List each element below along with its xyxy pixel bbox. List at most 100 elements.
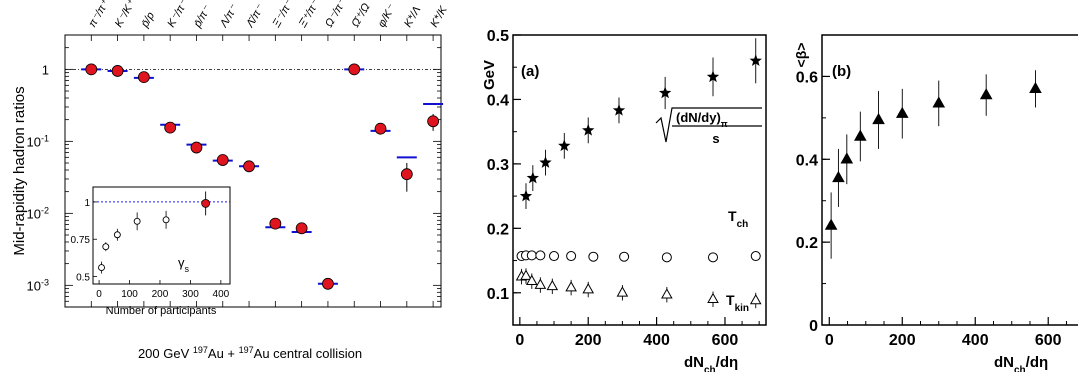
tch-point (619, 251, 630, 262)
star-point (519, 189, 533, 202)
tkin-point (520, 269, 532, 280)
inset-x-tick-label: 200 (152, 289, 169, 300)
y-tick-label: 0.2 (796, 235, 818, 252)
x-tick-label: 0 (825, 332, 834, 349)
tch-point (566, 251, 577, 262)
y-tick-label: 0.3 (487, 157, 509, 174)
data-point (243, 160, 255, 173)
data-point (216, 154, 229, 166)
inset-y-tick-label: 0.5 (76, 273, 90, 284)
tch-label: Tch (728, 208, 748, 230)
y-tick-label: 0.6 (796, 69, 818, 86)
tkin-point (749, 293, 762, 305)
x-tick-label: 400 (962, 332, 989, 349)
tch-point (661, 252, 672, 263)
data-point (374, 122, 387, 135)
ratios-category-label: K*/K (428, 4, 450, 30)
inset-x-tick-label: 400 (213, 289, 230, 300)
beta-point (1029, 81, 1042, 94)
ratios-data-points (85, 63, 440, 290)
tkin-point (546, 279, 559, 291)
star-point (658, 86, 672, 99)
data-point (164, 121, 177, 134)
inset-x-tick-label: 300 (182, 289, 199, 300)
temperature-x-axis-label: dNch/dη (684, 354, 738, 372)
temperature-y-axis-label: GeV (481, 60, 498, 90)
ratios-category-label: π⁻/π⁺ (86, 0, 112, 30)
x-tick-label: 200 (575, 332, 602, 349)
beta-point (872, 112, 885, 125)
star-point (526, 171, 540, 184)
star-point (706, 70, 720, 83)
star-point (612, 103, 626, 116)
ratios-category-label: K⁻/K⁺ (113, 0, 139, 30)
inset-gamma-label: γs (178, 255, 190, 274)
star-point (582, 123, 595, 136)
tkin-point (616, 286, 629, 297)
ratios-category-label: Λ/π⁻ (217, 2, 240, 30)
x-tick-label: 400 (643, 332, 670, 349)
ratios-category-label: Ω⁻/π⁻ (323, 0, 349, 30)
tkin-point (661, 288, 673, 299)
ratios-category-label: Ω̄⁺/Ω (349, 1, 372, 29)
ratios-category-label: K⁻/π⁻ (165, 0, 191, 30)
star-point (539, 156, 552, 168)
y-tick-label: 0.4 (796, 152, 818, 169)
data-point (269, 217, 282, 230)
ratios-y-ticks: 1 10-1 10-2 10-3 (27, 34, 441, 308)
formula-numerator: (dN/dy)π (676, 110, 728, 129)
tkin-point (582, 283, 595, 294)
data-point (322, 277, 334, 290)
temperature-plot-frame (512, 34, 767, 326)
flow-y-ticks: 0 0.2 0.4 0.6 (796, 34, 830, 335)
sqrt-radical (655, 107, 762, 143)
flow-y-axis-label: <β> (793, 43, 809, 68)
temperature-data-points (515, 38, 762, 309)
tch-point (549, 251, 560, 262)
data-point (137, 71, 150, 84)
beta-point (895, 106, 909, 118)
x-tick-label: 600 (712, 332, 739, 349)
ratios-y-tick-label: 10-1 (27, 133, 49, 149)
data-point (85, 63, 98, 76)
flow-x-axis-label: dNch/dη (994, 354, 1048, 372)
inset-x-tick-label: 0 (96, 289, 102, 300)
y-tick-label: 0.2 (487, 221, 509, 238)
ratios-category-label: Ξ̄⁺/π⁻ (296, 0, 322, 30)
data-point (348, 63, 361, 76)
tkin-point (525, 274, 538, 285)
inset-x-axis-label: Number of participants (106, 305, 217, 317)
tkin-point (565, 281, 577, 292)
y-tick-label: 0 (809, 318, 818, 335)
data-point (111, 65, 124, 77)
inset-open-point (162, 216, 170, 224)
flow-plot-frame (821, 34, 1078, 326)
inset-points (98, 191, 211, 274)
x-tick-label: 0 (515, 332, 524, 349)
beta-point (840, 152, 854, 164)
inset-y-tick-label: 1 (84, 198, 90, 209)
beta-point (979, 88, 993, 100)
star-point (749, 54, 762, 67)
ratios-category-label: Ξ⁻/π⁻ (270, 0, 296, 30)
gamma-s-inset: 0 100 200 300 400 0.5 0.75 1 Number of partici… (71, 186, 231, 317)
x-tick-label: 600 (1035, 332, 1062, 349)
tch-point (750, 251, 761, 262)
ratios-category-label: p̄/p (139, 10, 158, 30)
tkin-point (707, 292, 719, 304)
ratios-panel: 1 10-1 10-2 10-3 π⁻/π⁺ K⁻/K⁺ p̄/p K⁻/π⁻ p̄/π⁻ Λ/… (11, 0, 450, 361)
ratios-y-tick-label: 10-3 (27, 277, 49, 293)
ratios-y-axis-label: Mid-rapidity hadron ratios (11, 86, 28, 255)
data-point (427, 115, 440, 128)
ratios-category-label: p̄/π⁻ (191, 3, 214, 30)
inset-y-tick-label: 0.75 (71, 235, 91, 246)
tch-point (588, 251, 599, 262)
beta-point (824, 218, 838, 230)
y-tick-label: 0.5 (487, 28, 509, 45)
formula-denominator: s (712, 131, 719, 146)
tch-point (535, 250, 546, 261)
tch-point (526, 250, 537, 261)
data-point (190, 141, 203, 154)
inset-filled-point (201, 199, 211, 208)
